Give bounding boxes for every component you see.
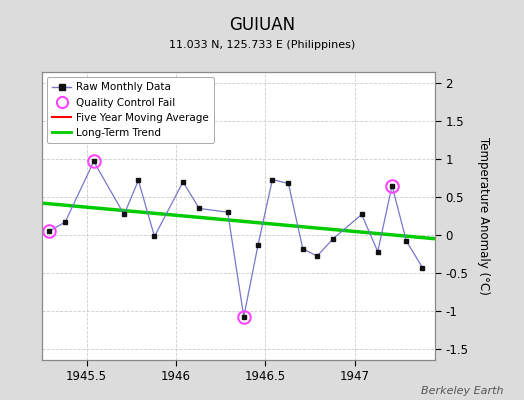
Text: Berkeley Earth: Berkeley Earth xyxy=(421,386,503,396)
Text: 11.033 N, 125.733 E (Philippines): 11.033 N, 125.733 E (Philippines) xyxy=(169,40,355,50)
Legend: Raw Monthly Data, Quality Control Fail, Five Year Moving Average, Long-Term Tren: Raw Monthly Data, Quality Control Fail, … xyxy=(47,77,214,143)
Text: GUIUAN: GUIUAN xyxy=(229,16,295,34)
Y-axis label: Temperature Anomaly (°C): Temperature Anomaly (°C) xyxy=(477,137,489,295)
